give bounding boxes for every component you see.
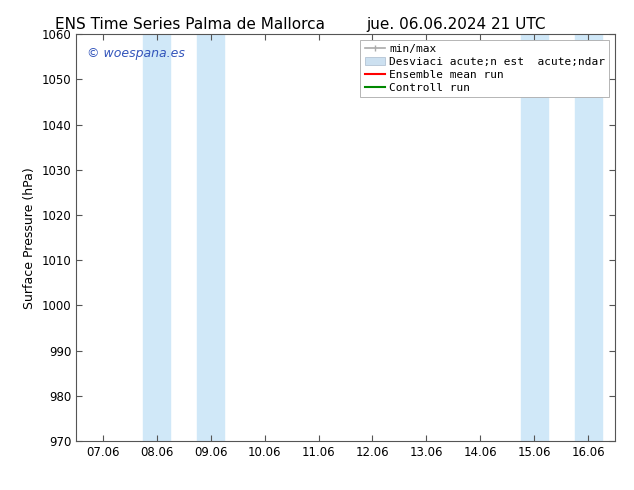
Legend: min/max, Desviaci acute;n est  acute;ndar, Ensemble mean run, Controll run: min/max, Desviaci acute;n est acute;ndar… <box>360 40 609 97</box>
Y-axis label: Surface Pressure (hPa): Surface Pressure (hPa) <box>23 167 36 309</box>
Bar <box>197 34 224 441</box>
Bar <box>143 34 171 441</box>
Text: jue. 06.06.2024 21 UTC: jue. 06.06.2024 21 UTC <box>366 17 547 32</box>
Bar <box>574 34 602 441</box>
Text: ENS Time Series Palma de Mallorca: ENS Time Series Palma de Mallorca <box>55 17 325 32</box>
Text: © woespana.es: © woespana.es <box>87 47 184 59</box>
Bar <box>521 34 548 441</box>
